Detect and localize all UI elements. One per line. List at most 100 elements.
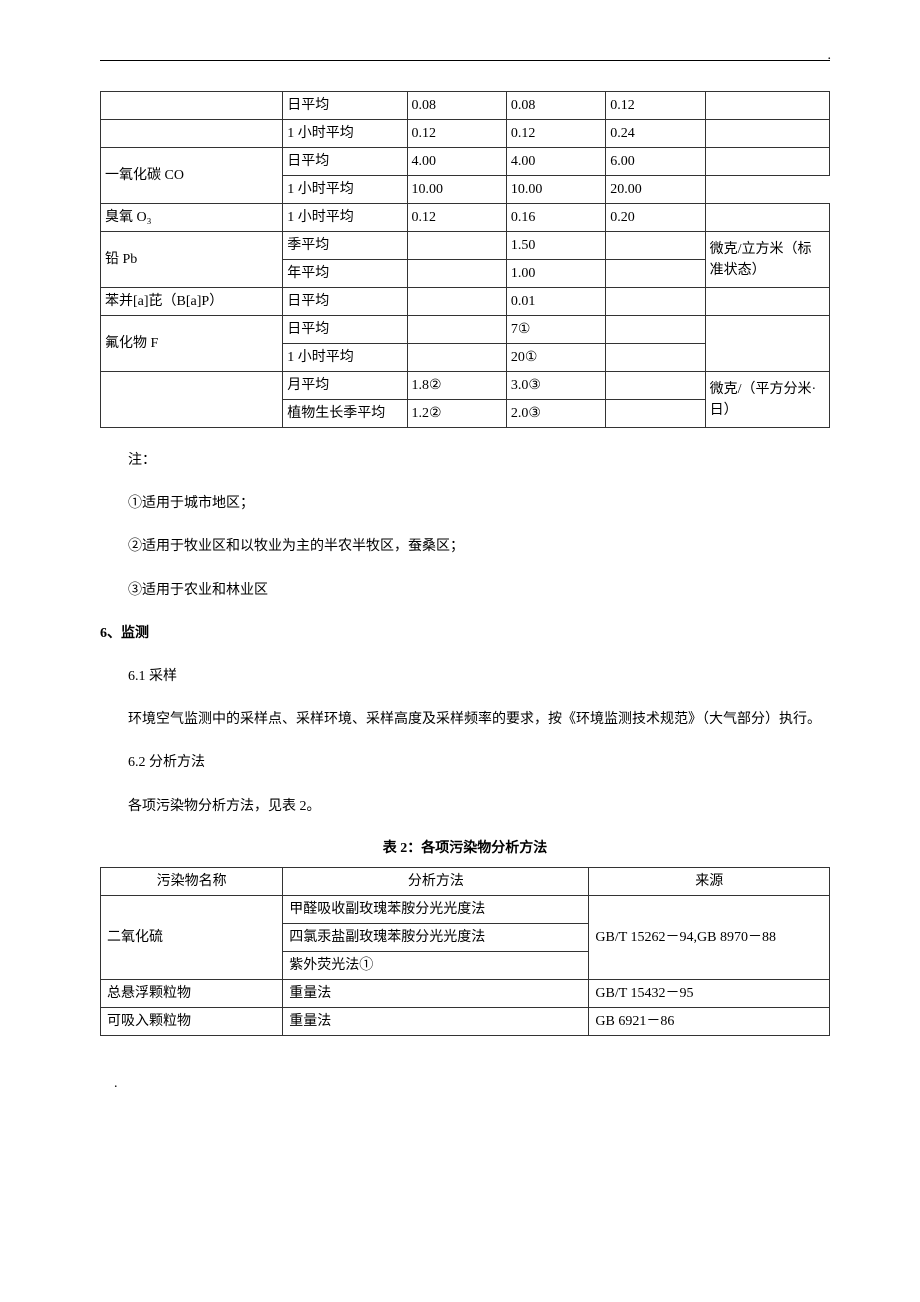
pollutant-name-cell: 二氧化硫 xyxy=(101,895,283,979)
value-level2-cell: 0.01 xyxy=(506,288,605,316)
value-level2-cell: 2.0③ xyxy=(506,400,605,428)
value-level1-cell xyxy=(407,316,506,344)
value-level1-cell xyxy=(407,344,506,372)
period-cell: 日平均 xyxy=(283,92,407,120)
value-level3-cell: 0.24 xyxy=(606,120,705,148)
table-row: 月平均1.8②3.0③微克/（平方分米·日） xyxy=(101,372,830,400)
table-row: 臭氧 O₃1 小时平均0.120.160.20 xyxy=(101,204,830,232)
table-row: 总悬浮颗粒物重量法GB/T 15432－95 xyxy=(101,979,830,1007)
source-cell: GB 6921－86 xyxy=(589,1007,830,1035)
table-row: 氟化物 F日平均7① xyxy=(101,316,830,344)
value-level3-cell: 0.12 xyxy=(606,92,705,120)
period-cell: 植物生长季平均 xyxy=(283,400,407,428)
section-6-heading: 6、监测 xyxy=(100,621,830,646)
source-cell: GB/T 15262－94,GB 8970－88 xyxy=(589,895,830,979)
period-cell: 季平均 xyxy=(283,232,407,260)
unit-cell xyxy=(705,288,829,316)
method-cell: 甲醛吸收副玫瑰苯胺分光光度法 xyxy=(283,895,589,923)
table-row: 可吸入颗粒物重量法GB 6921－86 xyxy=(101,1007,830,1035)
pollutant-concentration-tbody: 日平均0.080.080.121 小时平均0.120.120.24一氧化碳 CO… xyxy=(101,92,830,428)
value-level2-cell: 20① xyxy=(506,344,605,372)
pollutant-name-cell: 臭氧 O₃ xyxy=(101,204,283,232)
value-level2-cell: 7① xyxy=(506,316,605,344)
note-1: ①适用于城市地区； xyxy=(100,491,830,516)
table-header-cell: 分析方法 xyxy=(283,867,589,895)
value-level1-cell: 1.8② xyxy=(407,372,506,400)
value-level2-cell: 3.0③ xyxy=(506,372,605,400)
pollutant-name-cell: 一氧化碳 CO xyxy=(101,148,283,204)
value-level2-cell: 0.16 xyxy=(506,204,605,232)
pollutant-name-cell: 苯并[a]芘（B[a]P） xyxy=(101,288,283,316)
value-level3-cell: 6.00 xyxy=(606,148,705,176)
value-level2-cell: 0.08 xyxy=(506,92,605,120)
table-row: 铅 Pb季平均1.50微克/立方米（标准状态） xyxy=(101,232,830,260)
period-cell: 1 小时平均 xyxy=(283,344,407,372)
table-row: 苯并[a]芘（B[a]P）日平均 0.01 xyxy=(101,288,830,316)
unit-cell xyxy=(705,204,829,232)
value-level2-cell: 1.00 xyxy=(506,260,605,288)
method-cell: 重量法 xyxy=(283,979,589,1007)
table2-title: 表 2：各项污染物分析方法 xyxy=(100,837,830,857)
pollutant-name-cell: 铅 Pb xyxy=(101,232,283,288)
value-level1-cell: 0.08 xyxy=(407,92,506,120)
section-6-2-body: 各项污染物分析方法，见表 2。 xyxy=(100,794,830,819)
unit-cell xyxy=(705,120,829,148)
value-level1-cell: 0.12 xyxy=(407,204,506,232)
table-header-row: 污染物名称分析方法来源 xyxy=(101,867,830,895)
page-header-rule xyxy=(100,60,830,61)
unit-cell xyxy=(705,92,829,120)
value-level2-cell: 10.00 xyxy=(506,176,605,204)
pollutant-name-cell: 总悬浮颗粒物 xyxy=(101,979,283,1007)
value-level1-cell: 10.00 xyxy=(407,176,506,204)
table-row: 二氧化硫甲醛吸收副玫瑰苯胺分光光度法GB/T 15262－94,GB 8970－… xyxy=(101,895,830,923)
period-cell: 年平均 xyxy=(283,260,407,288)
pollutant-name-cell xyxy=(101,92,283,120)
pollutant-concentration-table: 日平均0.080.080.121 小时平均0.120.120.24一氧化碳 CO… xyxy=(100,91,830,428)
period-cell: 1 小时平均 xyxy=(283,204,407,232)
value-level3-cell xyxy=(606,372,705,400)
period-cell: 1 小时平均 xyxy=(283,176,407,204)
value-level1-cell xyxy=(407,260,506,288)
value-level2-cell: 4.00 xyxy=(506,148,605,176)
unit-cell: 微克/（平方分米·日） xyxy=(705,372,829,428)
source-cell: GB/T 15432－95 xyxy=(589,979,830,1007)
note-3: ③适用于农业和林业区 xyxy=(100,578,830,603)
value-level1-cell: 0.12 xyxy=(407,120,506,148)
method-cell: 四氯汞盐副玫瑰苯胺分光光度法 xyxy=(283,923,589,951)
value-level1-cell: 4.00 xyxy=(407,148,506,176)
table-header-cell: 污染物名称 xyxy=(101,867,283,895)
section-6-1-body: 环境空气监测中的采样点、采样环境、采样高度及采样频率的要求，按《环境监测技术规范… xyxy=(100,707,830,732)
value-level1-cell: 1.2② xyxy=(407,400,506,428)
value-level1-cell xyxy=(407,232,506,260)
value-level3-cell: 20.00 xyxy=(606,176,705,204)
section-6-2: 6.2 分析方法 xyxy=(100,750,830,775)
period-cell: 月平均 xyxy=(283,372,407,400)
table-header-cell: 来源 xyxy=(589,867,830,895)
unit-cell: 微克/立方米（标准状态） xyxy=(705,232,829,288)
analysis-method-tbody: 污染物名称分析方法来源二氧化硫甲醛吸收副玫瑰苯胺分光光度法GB/T 15262－… xyxy=(101,867,830,1035)
notes-intro: 注： xyxy=(100,448,830,473)
pollutant-name-cell xyxy=(101,372,283,428)
period-cell: 日平均 xyxy=(283,288,407,316)
value-level3-cell: 0.20 xyxy=(606,204,705,232)
unit-cell xyxy=(705,148,829,176)
table-row: 日平均0.080.080.12 xyxy=(101,92,830,120)
value-level2-cell: 0.12 xyxy=(506,120,605,148)
table-row: 1 小时平均0.120.120.24 xyxy=(101,120,830,148)
table-row: 一氧化碳 CO日平均4.004.006.00 xyxy=(101,148,830,176)
note-2: ②适用于牧业区和以牧业为主的半农半牧区，蚕桑区； xyxy=(100,534,830,559)
value-level3-cell xyxy=(606,344,705,372)
value-level3-cell xyxy=(606,316,705,344)
section-6-1: 6.1 采样 xyxy=(100,664,830,689)
unit-cell xyxy=(705,316,829,372)
value-level1-cell xyxy=(407,288,506,316)
period-cell: 日平均 xyxy=(283,148,407,176)
pollutant-name-cell xyxy=(101,120,283,148)
value-level3-cell xyxy=(606,288,705,316)
period-cell: 日平均 xyxy=(283,316,407,344)
pollutant-name-cell: 氟化物 F xyxy=(101,316,283,372)
method-cell: 重量法 xyxy=(283,1007,589,1035)
value-level3-cell xyxy=(606,232,705,260)
value-level3-cell xyxy=(606,400,705,428)
analysis-method-table: 污染物名称分析方法来源二氧化硫甲醛吸收副玫瑰苯胺分光光度法GB/T 15262－… xyxy=(100,867,830,1036)
